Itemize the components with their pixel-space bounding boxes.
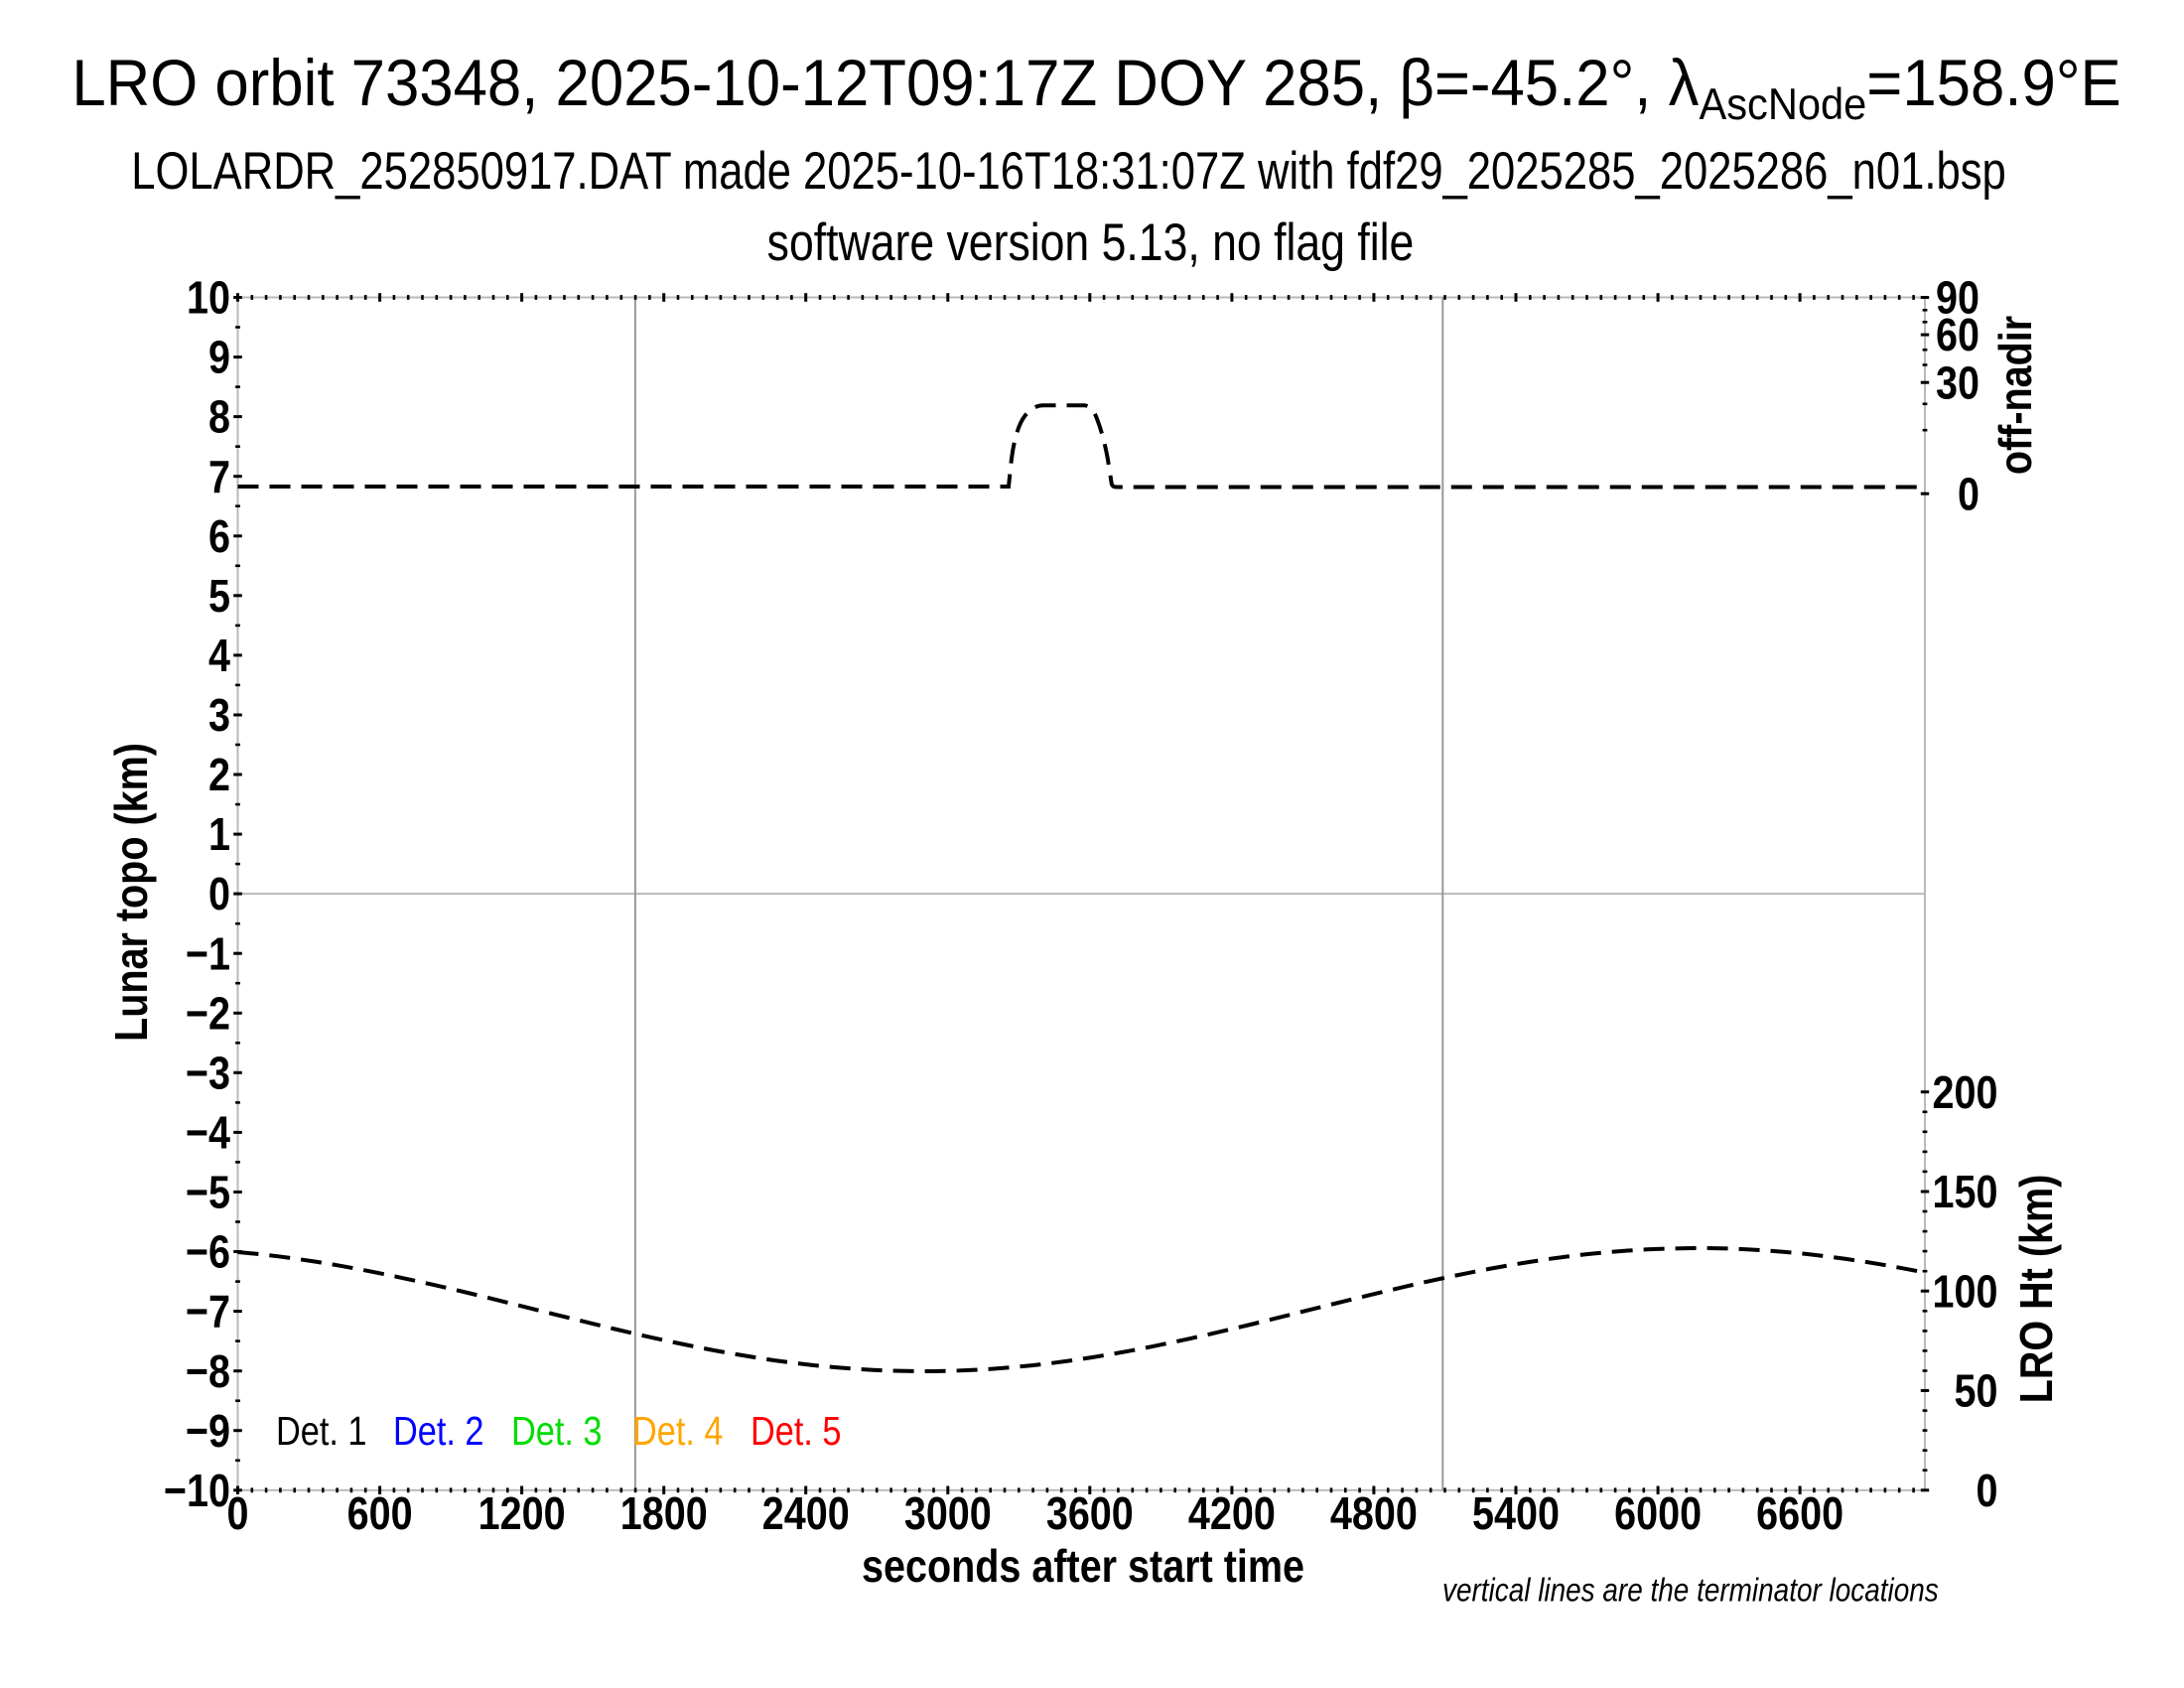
- svg-text:off-nadir: off-nadir: [1990, 316, 2042, 475]
- svg-text:Det. 1: Det. 1: [276, 1408, 367, 1453]
- svg-text:3: 3: [208, 690, 230, 742]
- svg-text:60: 60: [1936, 310, 1979, 361]
- svg-text:1200: 1200: [478, 1488, 566, 1540]
- svg-text:0: 0: [1977, 1466, 1998, 1517]
- svg-text:0: 0: [227, 1488, 249, 1540]
- svg-text:Lunar topo (km): Lunar topo (km): [106, 743, 158, 1042]
- svg-text:2: 2: [208, 750, 230, 801]
- svg-text:150: 150: [1933, 1167, 1998, 1218]
- svg-text:5400: 5400: [1472, 1488, 1560, 1540]
- svg-text:−2: −2: [186, 988, 230, 1040]
- svg-text:2400: 2400: [762, 1488, 850, 1540]
- svg-text:7: 7: [208, 452, 230, 503]
- svg-text:100: 100: [1933, 1266, 1998, 1318]
- svg-text:3600: 3600: [1046, 1488, 1134, 1540]
- svg-text:LRO orbit 73348, 2025-10-12T09: LRO orbit 73348, 2025-10-12T09:17Z DOY 2…: [71, 46, 2120, 129]
- svg-text:vertical lines are the termina: vertical lines are the terminator locati…: [1442, 1571, 1939, 1609]
- svg-text:−4: −4: [186, 1107, 230, 1159]
- svg-text:4800: 4800: [1330, 1488, 1418, 1540]
- svg-text:−5: −5: [186, 1168, 230, 1219]
- svg-text:1800: 1800: [620, 1488, 708, 1540]
- svg-text:Det. 5: Det. 5: [751, 1408, 842, 1453]
- svg-text:−9: −9: [186, 1406, 230, 1458]
- svg-text:50: 50: [1955, 1366, 1998, 1418]
- svg-text:−7: −7: [186, 1287, 230, 1338]
- svg-text:6600: 6600: [1756, 1488, 1843, 1540]
- svg-text:6000: 6000: [1614, 1488, 1702, 1540]
- svg-text:software version 5.13, no flag: software version 5.13, no flag file: [767, 214, 1415, 272]
- svg-text:seconds after start time: seconds after start time: [862, 1541, 1304, 1593]
- svg-text:4: 4: [208, 631, 230, 682]
- svg-text:600: 600: [347, 1488, 413, 1540]
- svg-text:3000: 3000: [904, 1488, 992, 1540]
- svg-text:0: 0: [1958, 469, 1979, 520]
- svg-text:9: 9: [208, 333, 230, 384]
- svg-text:LRO Ht (km): LRO Ht (km): [2011, 1175, 2063, 1404]
- svg-text:6: 6: [208, 511, 230, 563]
- svg-text:0: 0: [208, 869, 230, 920]
- svg-text:Det. 2: Det. 2: [393, 1408, 484, 1453]
- svg-text:1: 1: [208, 809, 230, 861]
- svg-text:8: 8: [208, 392, 230, 444]
- svg-text:4200: 4200: [1188, 1488, 1276, 1540]
- svg-text:90: 90: [1936, 273, 1979, 325]
- svg-text:−6: −6: [186, 1227, 230, 1279]
- svg-text:5: 5: [208, 571, 230, 623]
- svg-text:LOLARDR_252850917.DAT made 202: LOLARDR_252850917.DAT made 2025-10-16T18…: [131, 142, 2005, 201]
- svg-text:Det. 3: Det. 3: [511, 1408, 603, 1453]
- svg-text:Det. 4: Det. 4: [632, 1408, 724, 1453]
- svg-text:30: 30: [1936, 357, 1979, 409]
- svg-text:−3: −3: [186, 1048, 230, 1099]
- svg-text:−8: −8: [186, 1346, 230, 1398]
- svg-text:10: 10: [187, 273, 230, 325]
- svg-text:−10: −10: [164, 1466, 230, 1517]
- svg-text:−1: −1: [186, 928, 230, 980]
- svg-text:200: 200: [1933, 1067, 1998, 1119]
